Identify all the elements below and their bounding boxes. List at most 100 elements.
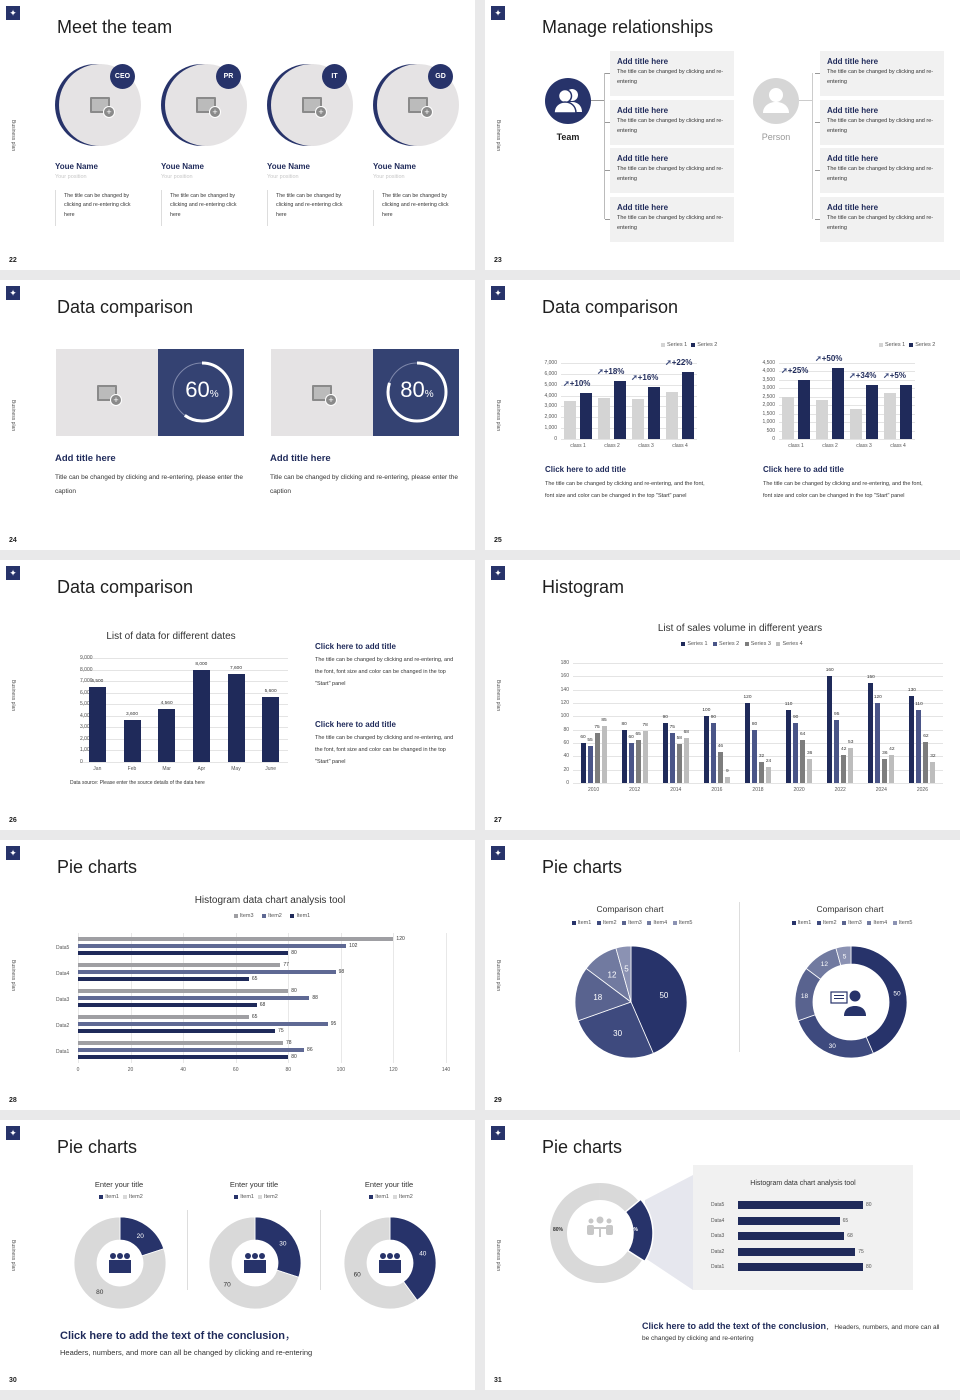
bar[interactable] <box>798 379 810 439</box>
pie-slice[interactable] <box>577 1001 654 1059</box>
pie-slice[interactable] <box>615 945 632 1003</box>
bar[interactable] <box>88 686 106 762</box>
bar[interactable] <box>628 743 634 783</box>
slide-31[interactable]: ✦ Business plan Pie charts 31 80% 20% Hi… <box>485 1120 960 1390</box>
bar[interactable] <box>621 729 627 783</box>
pie-slice[interactable] <box>208 1216 300 1310</box>
bar[interactable] <box>759 761 764 783</box>
bar[interactable] <box>262 697 280 762</box>
note-title[interactable]: Click here to add title <box>315 720 396 729</box>
bar[interactable] <box>614 381 626 439</box>
team-member-card[interactable]: GD Youe Name Your position The title can be… <box>373 62 473 232</box>
bar[interactable] <box>884 393 896 439</box>
bar[interactable] <box>816 400 828 439</box>
note-title[interactable]: Click here to add title <box>315 642 396 651</box>
bar[interactable] <box>192 669 210 762</box>
pie-slice[interactable] <box>630 945 688 1054</box>
slide-29[interactable]: ✦ Business plan Pie charts 29 Comparison… <box>485 840 960 1110</box>
bar[interactable] <box>745 703 750 783</box>
bar[interactable] <box>78 996 310 1000</box>
bar[interactable] <box>78 944 347 948</box>
bar[interactable] <box>717 752 723 783</box>
bar[interactable] <box>909 696 915 783</box>
pie-slice[interactable] <box>835 945 852 966</box>
pie-slice[interactable] <box>389 1216 437 1301</box>
bar[interactable] <box>587 746 593 783</box>
pie-slice[interactable] <box>343 1216 418 1310</box>
image-placeholder[interactable] <box>56 349 158 436</box>
bar[interactable] <box>666 392 678 439</box>
pie-slice[interactable] <box>574 967 632 1022</box>
bar[interactable] <box>598 397 610 439</box>
relationship-item[interactable]: Add title here The title can be changed b… <box>610 99 734 145</box>
bar[interactable] <box>78 1003 257 1007</box>
team-member-card[interactable]: IT Youe Name Your position The title can be… <box>267 62 367 232</box>
pie-slice[interactable] <box>624 1198 654 1263</box>
bar[interactable] <box>78 1015 249 1019</box>
bar[interactable] <box>669 733 675 783</box>
slide-23[interactable]: ✦ Business plan Manage relationships 23 … <box>485 0 960 270</box>
bar[interactable] <box>930 761 936 783</box>
bar[interactable] <box>635 739 641 783</box>
bar[interactable] <box>882 759 888 783</box>
bar[interactable] <box>642 731 648 783</box>
bar[interactable] <box>78 937 394 941</box>
bar[interactable] <box>78 989 289 993</box>
bar[interactable] <box>158 709 176 762</box>
bar[interactable] <box>78 951 289 955</box>
bar[interactable] <box>78 970 336 974</box>
bar[interactable] <box>850 408 862 439</box>
bar[interactable] <box>676 744 682 783</box>
bar[interactable] <box>889 755 895 783</box>
relationship-item[interactable]: Add title here The title can be changed b… <box>820 148 944 193</box>
conclusion-heading[interactable]: Click here to add the text of the conclu… <box>60 1330 296 1342</box>
bar[interactable] <box>78 1048 305 1052</box>
image-placeholder[interactable] <box>271 349 373 436</box>
slide-24[interactable]: ✦ Business plan Data comparison 24 60% Ad… <box>0 280 475 550</box>
team-member-card[interactable]: CEO Youe Name Your position The title can b… <box>55 62 155 232</box>
bar[interactable] <box>580 393 592 439</box>
team-member-card[interactable]: PR Youe Name Your position The title can be… <box>161 62 261 232</box>
pie-slice[interactable] <box>73 1216 167 1310</box>
bar[interactable] <box>648 386 660 439</box>
relationship-item[interactable]: Add title here The title can be changed b… <box>610 148 734 193</box>
bar[interactable] <box>807 759 813 783</box>
bar[interactable] <box>703 716 709 783</box>
bar[interactable] <box>738 1201 863 1209</box>
bar[interactable] <box>793 723 799 783</box>
bar[interactable] <box>683 737 689 783</box>
pie-slice[interactable] <box>254 1216 302 1278</box>
slide-28[interactable]: ✦ Business plan Pie charts 28 Histogram … <box>0 840 475 1110</box>
slide-22[interactable]: ✦ Business plan Meet the team 22 CEO Youe… <box>0 0 475 270</box>
bar[interactable] <box>868 683 874 783</box>
bar[interactable] <box>78 1041 284 1045</box>
slide-27[interactable]: ✦ Business plan Histogram 27 List of sal… <box>485 560 960 830</box>
bar[interactable] <box>848 747 854 783</box>
relationship-item[interactable]: Add title here The title can be changed b… <box>820 51 944 96</box>
bar[interactable] <box>632 398 644 439</box>
relationship-item[interactable]: Add title here The title can be changed b… <box>610 196 734 242</box>
conclusion-heading[interactable]: Click here to add the text of the conclu… <box>642 1321 940 1342</box>
relationship-item[interactable]: Add title here The title can be changed b… <box>820 99 944 145</box>
slide-30[interactable]: ✦ Business plan Pie charts 30 Enter your… <box>0 1120 475 1390</box>
pie-slice[interactable] <box>797 1014 874 1059</box>
bar[interactable] <box>782 396 794 439</box>
bar[interactable] <box>662 723 668 783</box>
bar[interactable] <box>227 674 245 762</box>
bar[interactable] <box>900 384 912 439</box>
panel-title[interactable]: Click here to add title <box>763 465 844 474</box>
bar[interactable] <box>738 1216 840 1225</box>
bar[interactable] <box>601 726 607 783</box>
bar[interactable] <box>738 1263 863 1271</box>
bar[interactable] <box>78 963 281 967</box>
bar[interactable] <box>866 384 878 439</box>
bar[interactable] <box>594 733 600 783</box>
bar[interactable] <box>738 1247 856 1256</box>
bar[interactable] <box>800 740 806 783</box>
relationship-item[interactable]: Add title here The title can be changed b… <box>820 196 944 242</box>
bar[interactable] <box>564 401 576 439</box>
bar[interactable] <box>580 743 586 783</box>
bar[interactable] <box>916 709 922 783</box>
bar[interactable] <box>841 755 847 783</box>
bar[interactable] <box>738 1232 845 1240</box>
